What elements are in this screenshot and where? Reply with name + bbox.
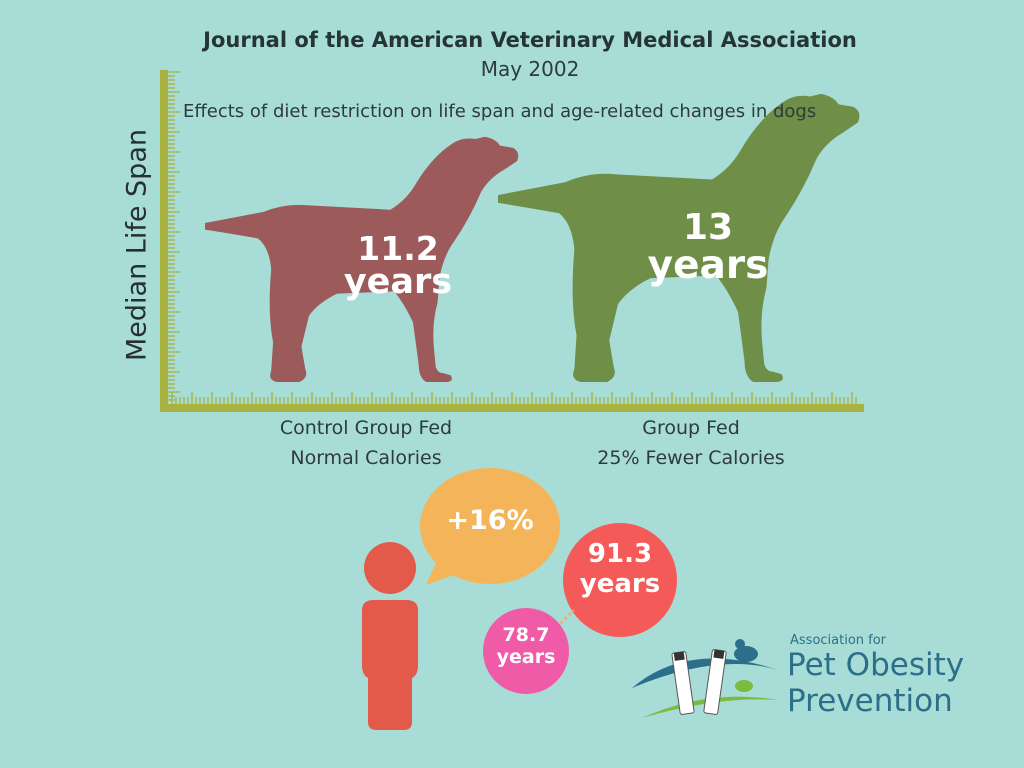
chart-title: Effects of diet restriction on life span… bbox=[183, 101, 817, 122]
category-label-control: Control Group Fed Normal Calories bbox=[206, 413, 526, 473]
logo-name-line1: Pet Obesity bbox=[787, 647, 965, 683]
after-value-bubble bbox=[563, 523, 677, 637]
after-value-label: 91.3 years bbox=[560, 539, 680, 600]
chart-bar-restricted bbox=[498, 93, 860, 382]
value-label-control-number: 11.2 bbox=[357, 229, 439, 268]
value-label-restricted: 13 years bbox=[628, 207, 788, 288]
value-label-restricted-unit: years bbox=[647, 243, 769, 288]
before-value-unit: years bbox=[496, 645, 556, 668]
before-value-number: 78.7 bbox=[502, 624, 550, 646]
value-label-control: 11.2 years bbox=[318, 232, 478, 300]
organization-logo-graphic bbox=[632, 639, 778, 718]
x-axis-line bbox=[160, 404, 864, 412]
logo-name-line2: Prevention bbox=[787, 683, 953, 719]
y-axis-line bbox=[160, 70, 168, 412]
before-value-label: 78.7 years bbox=[486, 624, 566, 669]
logo-tagline: Association for bbox=[790, 633, 887, 648]
journal-date: May 2002 bbox=[480, 57, 580, 81]
increase-speech-bubble bbox=[420, 468, 560, 585]
before-value-bubble bbox=[483, 608, 569, 694]
category-label-restricted-line2: 25% Fewer Calories bbox=[597, 447, 785, 469]
bubble-connector bbox=[550, 608, 576, 634]
value-label-control-unit: years bbox=[343, 262, 453, 302]
after-value-number: 91.3 bbox=[587, 539, 653, 569]
after-value-unit: years bbox=[579, 568, 661, 599]
category-label-control-line1: Control Group Fed bbox=[279, 417, 453, 439]
person-icon bbox=[362, 542, 418, 730]
chart-bars bbox=[205, 93, 860, 382]
journal-title: Journal of the American Veterinary Medic… bbox=[203, 28, 857, 52]
category-label-control-line2: Normal Calories bbox=[290, 447, 442, 469]
chart-axes bbox=[160, 70, 864, 412]
category-label-restricted: Group Fed 25% Fewer Calories bbox=[531, 413, 851, 473]
value-label-restricted-number: 13 bbox=[682, 207, 734, 248]
increase-label: +16% bbox=[446, 505, 534, 536]
human-comparison-graphic bbox=[362, 468, 677, 730]
y-axis-label: Median Life Span bbox=[121, 129, 153, 361]
chart-bar-control bbox=[205, 136, 519, 382]
category-label-restricted-line1: Group Fed bbox=[642, 417, 740, 439]
